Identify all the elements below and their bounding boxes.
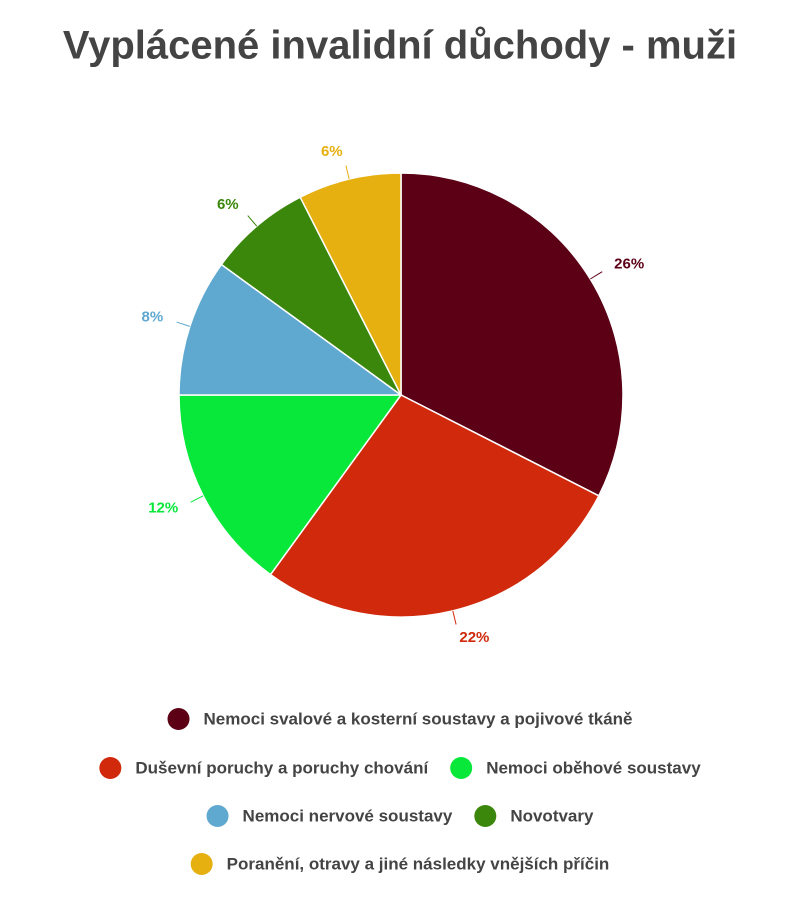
- legend-label: Nemoci svalové a kosterní soustavy a poj…: [204, 709, 633, 728]
- legend-marker: [474, 805, 497, 827]
- legend-label: Novotvary: [510, 806, 594, 825]
- legend-marker: [167, 708, 190, 730]
- pie-slice: [220, 196, 402, 396]
- pie-slice: [299, 172, 402, 396]
- leader-line: [190, 495, 204, 503]
- legend-label: Poranění, otravy a jiné následky vnějšíc…: [227, 854, 610, 873]
- leader-line: [345, 165, 350, 180]
- leader-line: [176, 321, 191, 327]
- legend-marker: [206, 805, 229, 827]
- data-label: 6%: [217, 196, 239, 213]
- pie-slice: [178, 394, 403, 576]
- data-label: 26%: [614, 255, 644, 272]
- data-label: 22%: [459, 629, 489, 646]
- data-label: 6%: [321, 143, 343, 160]
- legend-label: Duševní poruchy a poruchy chování: [135, 758, 429, 777]
- leader-line: [247, 215, 258, 227]
- chart-title: Vyplácené invalidní důchody - muži: [63, 24, 737, 68]
- pie-slice: [269, 394, 600, 618]
- leader-line: [590, 271, 603, 280]
- leader-line: [452, 610, 457, 625]
- data-label: 8%: [142, 309, 164, 326]
- legend-marker: [99, 757, 122, 779]
- pie-slice: [178, 263, 404, 396]
- data-label: 12%: [148, 499, 178, 516]
- legend-marker: [450, 757, 473, 779]
- legend-label: Nemoci oběhové soustavy: [486, 758, 701, 777]
- pie-slice: [400, 172, 624, 497]
- legend-marker: [190, 853, 213, 875]
- legend-label: Nemoci nervové soustavy: [243, 806, 453, 825]
